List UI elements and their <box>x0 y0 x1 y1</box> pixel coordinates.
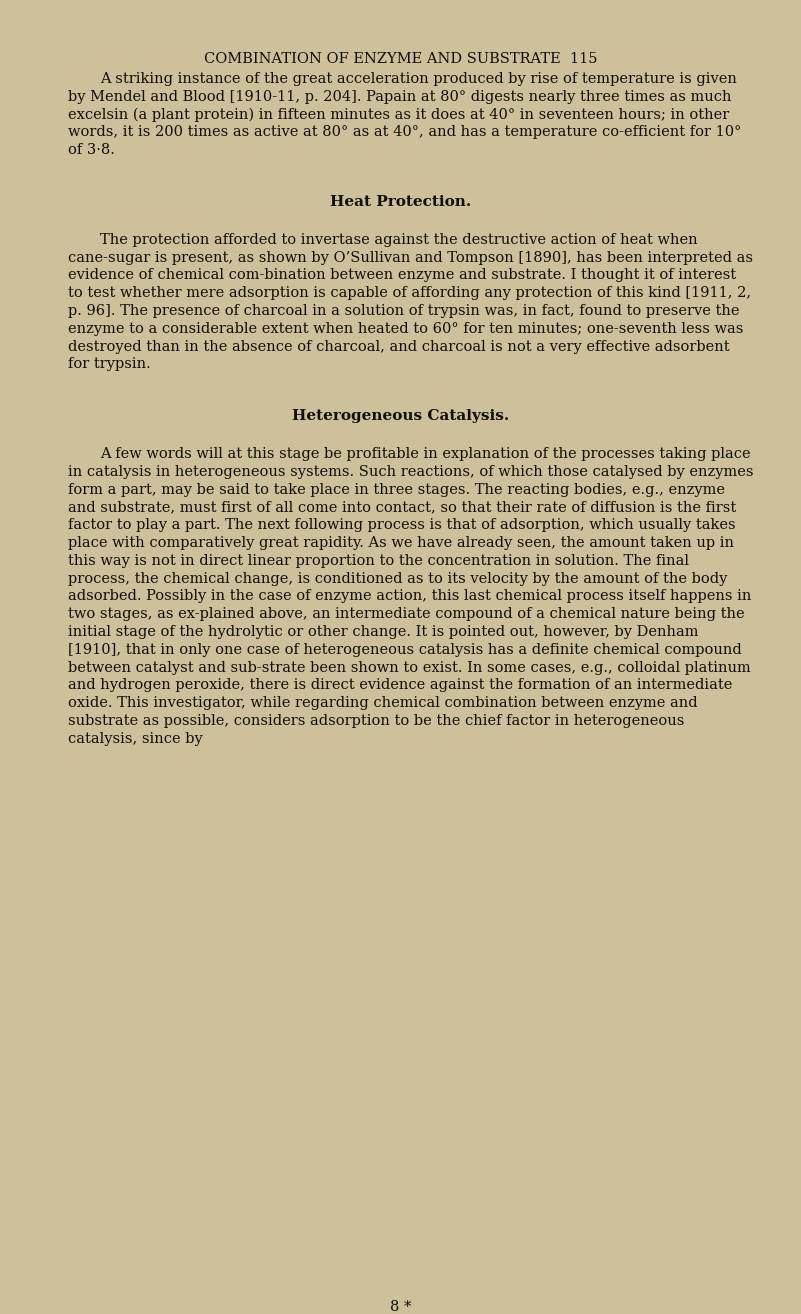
Text: to test whether mere adsorption is capable of affording any protection of this k: to test whether mere adsorption is capab… <box>68 286 751 300</box>
Text: initial stage of the hydrolytic or other change. It is pointed out, however, by : initial stage of the hydrolytic or other… <box>68 625 698 639</box>
Text: and hydrogen peroxide, there is direct evidence against the formation of an inte: and hydrogen peroxide, there is direct e… <box>68 678 732 692</box>
Text: Heterogeneous Catalysis.: Heterogeneous Catalysis. <box>292 409 509 423</box>
Text: destroyed than in the absence of charcoal, and charcoal is not a very effective : destroyed than in the absence of charcoa… <box>68 339 730 353</box>
Text: this way is not in direct linear proportion to the concentration in solution. Th: this way is not in direct linear proport… <box>68 553 689 568</box>
Text: A few words will at this stage be profitable in explanation of the processes tak: A few words will at this stage be profit… <box>100 447 751 461</box>
Text: substrate as possible, considers adsorption to be the chief factor in heterogene: substrate as possible, considers adsorpt… <box>68 714 684 728</box>
Text: A striking instance of the great acceleration produced by rise of temperature is: A striking instance of the great acceler… <box>100 72 737 85</box>
Text: enzyme to a considerable extent when heated to 60° for ten minutes; one-seventh : enzyme to a considerable extent when hea… <box>68 322 743 336</box>
Text: words, it is 200 times as active at 80° as at 40°, and has a temperature co-effi: words, it is 200 times as active at 80° … <box>68 125 742 139</box>
Text: p. 96]. The presence of charcoal in a solution of trypsin was, in fact, found to: p. 96]. The presence of charcoal in a so… <box>68 304 739 318</box>
Text: form a part, may be said to take place in three stages. The reacting bodies, e.g: form a part, may be said to take place i… <box>68 482 725 497</box>
Text: and substrate, must first of all come into contact, so that their rate of diffus: and substrate, must first of all come in… <box>68 501 736 514</box>
Text: process, the chemical change, is conditioned as to its velocity by the amount of: process, the chemical change, is conditi… <box>68 572 727 586</box>
Text: cane-sugar is present, as shown by O’Sullivan and Tompson [1890], has been inter: cane-sugar is present, as shown by O’Sul… <box>68 251 753 264</box>
Text: [1910], that in only one case of heterogeneous catalysis has a definite chemical: [1910], that in only one case of heterog… <box>68 643 742 657</box>
Text: in catalysis in heterogeneous systems. Such reactions, of which those catalysed : in catalysis in heterogeneous systems. S… <box>68 465 754 478</box>
Text: evidence of chemical com-bination between enzyme and substrate. I thought it of : evidence of chemical com-bination betwee… <box>68 268 736 283</box>
Text: 8 *: 8 * <box>390 1300 411 1314</box>
Text: between catalyst and sub-strate been shown to exist. In some cases, e.g., colloi: between catalyst and sub-strate been sho… <box>68 661 751 674</box>
Text: COMBINATION OF ENZYME AND SUBSTRATE  115: COMBINATION OF ENZYME AND SUBSTRATE 115 <box>203 53 598 66</box>
Text: Heat Protection.: Heat Protection. <box>330 194 471 209</box>
Text: oxide. This investigator, while regarding chemical combination between enzyme an: oxide. This investigator, while regardin… <box>68 696 698 710</box>
Text: The protection afforded to invertase against the destructive action of heat when: The protection afforded to invertase aga… <box>100 233 698 247</box>
Text: adsorbed. Possibly in the case of enzyme action, this last chemical process itse: adsorbed. Possibly in the case of enzyme… <box>68 590 751 603</box>
Text: two stages, as ex-plained above, an intermediate compound of a chemical nature b: two stages, as ex-plained above, an inte… <box>68 607 745 622</box>
Text: excelsin (a plant protein) in fifteen minutes as it does at 40° in seventeen hou: excelsin (a plant protein) in fifteen mi… <box>68 108 729 122</box>
Text: factor to play a part. The next following process is that of adsorption, which u: factor to play a part. The next followin… <box>68 518 735 532</box>
Text: place with comparatively great rapidity. As we have already seen, the amount tak: place with comparatively great rapidity.… <box>68 536 734 551</box>
Text: catalysis, since by: catalysis, since by <box>68 732 203 746</box>
Text: for trypsin.: for trypsin. <box>68 357 151 372</box>
Text: by Mendel and Blood [1910-11, p. 204]. Papain at 80° digests nearly three times : by Mendel and Blood [1910-11, p. 204]. P… <box>68 89 731 104</box>
Text: of 3·8.: of 3·8. <box>68 143 115 158</box>
